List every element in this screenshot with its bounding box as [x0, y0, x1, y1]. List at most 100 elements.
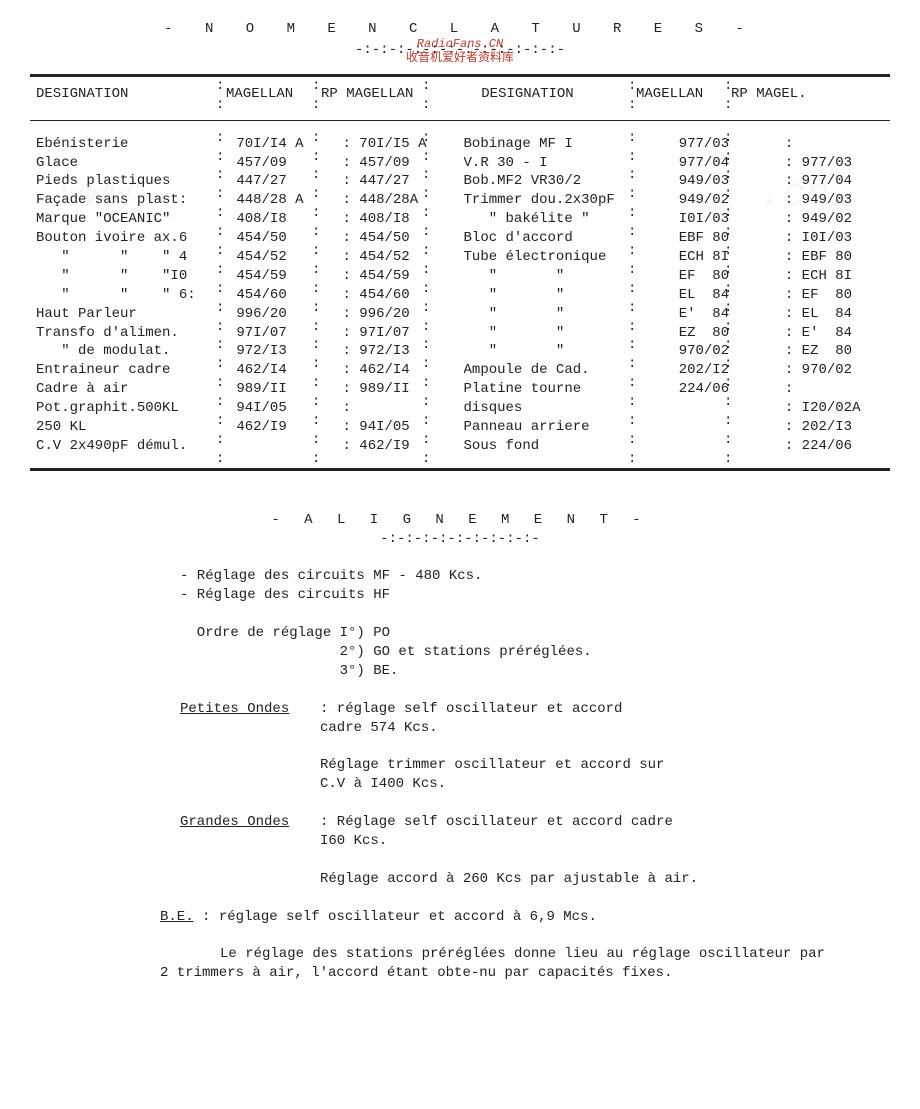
table-cell: Trimmer dou.2x30pF	[464, 191, 667, 210]
table-cell: : 949/02	[785, 210, 884, 229]
be-text: : réglage self oscillateur et accord à 6…	[194, 909, 597, 925]
table-cell: " "	[464, 286, 667, 305]
table-cell: Platine tourne	[464, 380, 667, 399]
hdr-magellan-1: MAGELLAN	[220, 77, 315, 112]
table-cell: " " "I0	[36, 267, 224, 286]
table-cell: Ampoule de Cad.	[464, 361, 667, 380]
be-label: B.E.	[160, 909, 194, 925]
table-cell: : 977/04	[785, 172, 884, 191]
table-cell: Pot.graphit.500KL	[36, 399, 224, 418]
table-cell: 97I/07	[236, 324, 330, 343]
table-cell: 202/I2	[679, 361, 773, 380]
hdr-designation-1: DESIGNATION	[30, 77, 220, 112]
table-cell: I0I/03	[679, 210, 773, 229]
table-cell: 972/I3	[236, 342, 330, 361]
table-cell: : 989/II	[342, 380, 451, 399]
table-cell: 462/I4	[236, 361, 330, 380]
po-text: : réglage self oscillateur et accord cad…	[320, 700, 622, 738]
table-cell: Entraineur cadre	[36, 361, 224, 380]
table-cell: : 457/09	[342, 154, 451, 173]
table-cell: : 996/20	[342, 305, 451, 324]
table-cell: 70I/I4 A	[236, 135, 330, 154]
table-cell: : 94I/05	[342, 418, 451, 437]
hdr-designation-2: DESIGNATION	[425, 77, 630, 112]
final-text: Le réglage des stations préréglées donne…	[160, 945, 840, 983]
table-cell: Bob.MF2 VR30/2	[464, 172, 667, 191]
table-cell: : 70I/I5 A	[342, 135, 451, 154]
po-label: Petites Ondes	[180, 701, 289, 717]
go-label: Grandes Ondes	[180, 814, 289, 830]
watermark-1: RadioFans.CN	[417, 38, 503, 51]
table-cell: : E' 84	[785, 324, 884, 343]
table-cell: 996/20	[236, 305, 330, 324]
table-cell: 448/28 A	[236, 191, 330, 210]
table-cell: : 97I/07	[342, 324, 451, 343]
table-cell: " de modulat.	[36, 342, 224, 361]
table-cell: : 972/I3	[342, 342, 451, 361]
table-cell: 447/27	[236, 172, 330, 191]
go-text2: Réglage accord à 260 Kcs par ajustable à…	[320, 870, 698, 889]
section-sep: -:-:-:-:-:-:-:-:-:-	[30, 530, 890, 549]
table-cell: " "	[464, 324, 667, 343]
table-cell: 224/06	[679, 380, 773, 399]
table-cell: 250 KL	[36, 418, 224, 437]
table-cell: 408/I8	[236, 210, 330, 229]
table-cell: : I20/02A	[785, 399, 884, 418]
table-cell: Tube électronique	[464, 248, 667, 267]
table-cell: : ECH 8I	[785, 267, 884, 286]
table-cell: Ebénisterie	[36, 135, 224, 154]
section-title: - A L I G N E M E N T -	[30, 511, 890, 530]
table-cell: Façade sans plast:	[36, 191, 224, 210]
align-ordre: 3°) BE.	[180, 662, 820, 681]
table-cell: 989/II	[236, 380, 330, 399]
table-cell: " "	[464, 267, 667, 286]
table-cell: 977/04	[679, 154, 773, 173]
hdr-magellan-2: MAGELLAN	[630, 77, 725, 112]
table-cell: " bakélite "	[464, 210, 667, 229]
table-cell: : 977/03	[785, 154, 884, 173]
table-cell: : 448/28A	[342, 191, 451, 210]
table-cell: : I0I/03	[785, 229, 884, 248]
table-cell: C.V 2x490pF démul.	[36, 437, 224, 456]
table-cell: 454/52	[236, 248, 330, 267]
hdr-rp-magellan-1: RP MAGELLAN	[315, 77, 425, 112]
align-line: - Réglage des circuits HF	[180, 586, 820, 605]
table-cell: Pieds plastiques	[36, 172, 224, 191]
table-cell: 454/60	[236, 286, 330, 305]
table-cell: 454/59	[236, 267, 330, 286]
table-cell: 977/03	[679, 135, 773, 154]
table-cell: EF 80	[679, 267, 773, 286]
table-cell: :	[342, 399, 451, 418]
table-cell: Bloc d'accord	[464, 229, 667, 248]
table-cell: Cadre à air	[36, 380, 224, 399]
table-cell: : 970/02	[785, 361, 884, 380]
table-cell: : 462/I9	[342, 437, 451, 456]
watermark-2: 收音机爱好者资料库	[406, 52, 514, 65]
table-cell: :	[785, 135, 884, 154]
table-cell: 462/I9	[236, 418, 330, 437]
table-cell: EZ 80	[679, 324, 773, 343]
table-cell: 949/03	[679, 172, 773, 191]
table-cell: " "	[464, 305, 667, 324]
table-cell: 970/02	[679, 342, 773, 361]
table-cell: 454/50	[236, 229, 330, 248]
table-cell: : 447/27	[342, 172, 451, 191]
table-cell: Bobinage MF I	[464, 135, 667, 154]
table-cell: : 462/I4	[342, 361, 451, 380]
table-cell: Bouton ivoire ax.6	[36, 229, 224, 248]
table-body: EbénisterieGlacePieds plastiquesFaçade s…	[30, 129, 890, 462]
table-cell: " " " 6:	[36, 286, 224, 305]
align-ordre: Ordre de réglage I°) PO	[180, 624, 820, 643]
table-cell: : EL 84	[785, 305, 884, 324]
table-cell: ECH 8I	[679, 248, 773, 267]
table-cell: : EBF 80	[785, 248, 884, 267]
table-cell: : 408/I8	[342, 210, 451, 229]
hdr-rp-magellan-2: RP MAGEL.	[725, 77, 825, 112]
table-cell: : EZ 80	[785, 342, 884, 361]
table-cell: 457/09	[236, 154, 330, 173]
table-cell: : EF 80	[785, 286, 884, 305]
table-cell: Haut Parleur	[36, 305, 224, 324]
table-cell: : 454/59	[342, 267, 451, 286]
table-cell: Panneau arriere	[464, 418, 667, 437]
table-cell: EBF 80	[679, 229, 773, 248]
